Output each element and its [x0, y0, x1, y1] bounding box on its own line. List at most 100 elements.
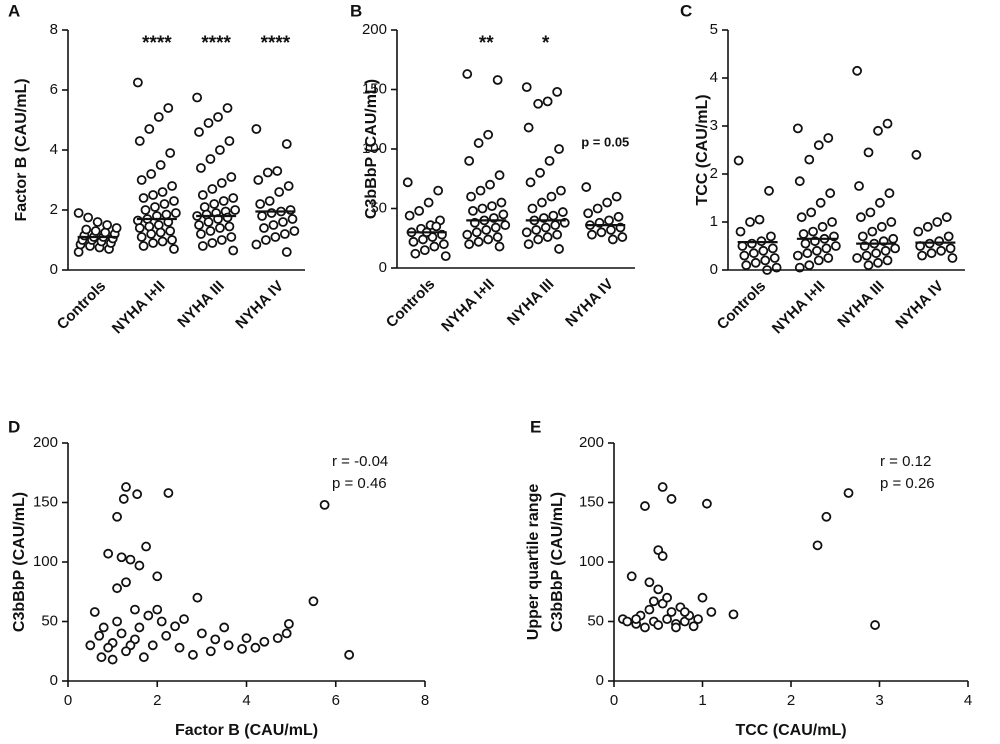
x-tick-label: 4 [242, 692, 250, 709]
data-point [808, 226, 818, 237]
data-point [688, 621, 699, 632]
data-point [535, 167, 545, 178]
data-point [308, 596, 319, 607]
data-point [152, 571, 163, 582]
data-point [410, 248, 421, 259]
data-point [533, 98, 544, 109]
data-point [540, 222, 551, 233]
y-tick-label: 4 [710, 69, 718, 86]
data-point [581, 182, 592, 192]
data-point [281, 628, 292, 639]
y-axis-title: C3bBbP (CAU/mL) [549, 492, 566, 632]
data-point [264, 196, 275, 206]
data-point [471, 227, 482, 238]
data-point [188, 649, 198, 660]
data-point [205, 226, 216, 236]
data-point [523, 122, 534, 133]
data-point [943, 231, 954, 242]
data-point [483, 234, 494, 245]
data-point [492, 75, 503, 85]
data-point [262, 167, 273, 178]
category-label: NYHA I+II [109, 278, 169, 338]
data-point [766, 231, 776, 242]
data-point [917, 250, 927, 261]
data-point [856, 212, 866, 223]
data-point [165, 148, 176, 158]
category-label: NYHA III [504, 276, 557, 329]
data-point [611, 191, 622, 202]
significance-label: ** [479, 33, 494, 54]
data-point [523, 239, 534, 250]
data-point [741, 260, 752, 271]
data-point [888, 233, 899, 244]
y-tick-label: 200 [362, 21, 387, 38]
data-point [270, 232, 281, 242]
data-point [250, 642, 261, 653]
data-point [81, 224, 92, 235]
data-point [213, 112, 223, 122]
data-point [163, 103, 174, 113]
category-label: Controls [383, 276, 439, 332]
data-point [640, 622, 650, 633]
category-label: Controls [714, 278, 770, 334]
stat-label: r = -0.04 [332, 453, 388, 470]
data-point [207, 184, 218, 194]
data-point [813, 140, 824, 151]
data-point [617, 232, 628, 242]
data-point [823, 253, 834, 263]
data-point [748, 248, 759, 259]
x-tick-label: 1 [698, 692, 706, 709]
data-point [875, 197, 885, 208]
data-point [657, 551, 668, 561]
panel-letter: A [8, 1, 20, 20]
data-point [498, 209, 509, 220]
data-point [150, 202, 160, 212]
data-point [697, 592, 708, 603]
data-point [622, 616, 633, 627]
data-point [209, 199, 220, 209]
panel-letter: C [680, 1, 692, 20]
data-point [257, 211, 267, 221]
x-axis-title: TCC (CAU/mL) [735, 722, 846, 739]
y-tick-label: 8 [50, 21, 58, 38]
data-point [552, 86, 563, 97]
data-point [134, 223, 145, 233]
data-point [821, 243, 832, 254]
y-tick-label: 4 [50, 141, 58, 158]
data-point [811, 245, 822, 256]
data-point [103, 642, 114, 653]
data-point [602, 197, 613, 208]
data-point [640, 501, 650, 511]
y-tick-label: 150 [362, 80, 387, 97]
data-point [203, 118, 214, 128]
data-point [913, 226, 924, 237]
y-tick-label: 100 [579, 553, 604, 570]
data-point [481, 225, 492, 235]
data-point [587, 229, 597, 240]
y-tick-label: 150 [33, 493, 58, 510]
x-axis-title: Factor B (CAU/mL) [175, 722, 318, 739]
significance-label: **** [142, 33, 172, 54]
data-point [936, 245, 946, 256]
data-point [863, 147, 874, 158]
data-point [272, 633, 283, 644]
data-point [653, 620, 664, 630]
data-point [802, 248, 813, 259]
y-tick-label: 200 [33, 434, 58, 451]
data-point [419, 245, 430, 256]
data-point [230, 205, 241, 215]
data-point [490, 222, 501, 233]
data-point [527, 203, 538, 214]
data-point [344, 649, 355, 660]
y-tick-label: 50 [587, 612, 604, 629]
data-point [196, 628, 207, 639]
data-point [148, 190, 158, 200]
data-point [259, 636, 270, 647]
data-point [473, 236, 484, 247]
data-point [156, 616, 167, 627]
data-point [934, 236, 945, 247]
data-point [272, 166, 283, 176]
category-label: NYHA IV [232, 278, 287, 333]
data-point [134, 136, 145, 146]
data-point [433, 185, 444, 196]
